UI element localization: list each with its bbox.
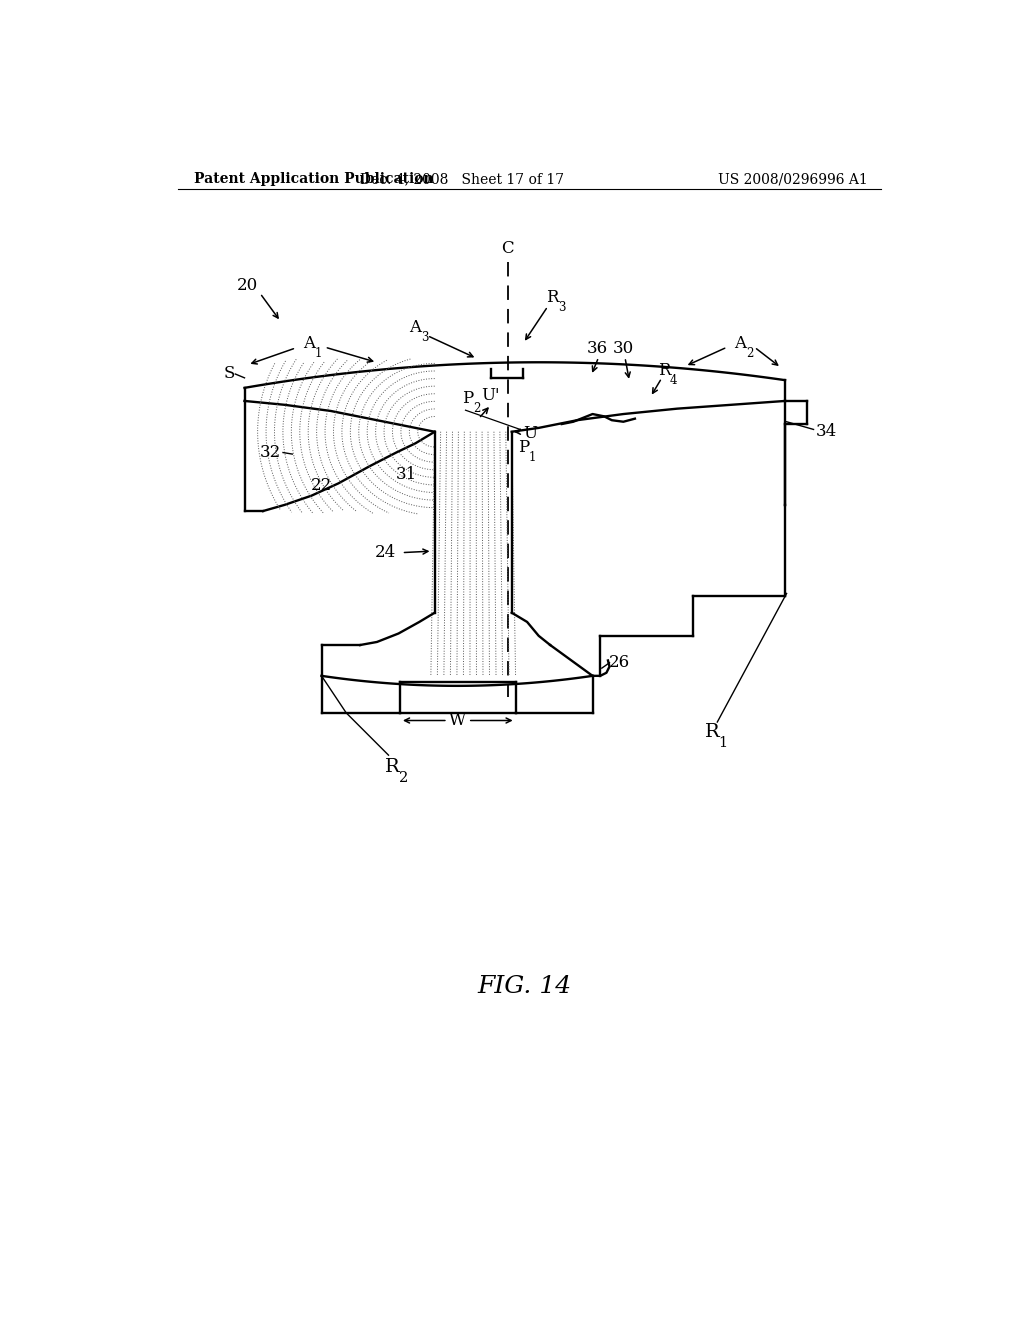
Text: US 2008/0296996 A1: US 2008/0296996 A1 bbox=[718, 172, 867, 186]
Text: 1: 1 bbox=[314, 347, 322, 360]
Text: R: R bbox=[658, 362, 671, 379]
Text: A: A bbox=[410, 319, 422, 337]
Text: W: W bbox=[450, 711, 466, 729]
Text: P: P bbox=[518, 440, 528, 457]
Text: FIG. 14: FIG. 14 bbox=[478, 974, 571, 998]
Text: U: U bbox=[523, 425, 538, 442]
Text: 3: 3 bbox=[421, 331, 428, 345]
Text: 31: 31 bbox=[395, 466, 417, 483]
Text: 36: 36 bbox=[587, 341, 607, 358]
Text: 30: 30 bbox=[612, 341, 634, 358]
Text: A: A bbox=[303, 335, 315, 351]
Text: S: S bbox=[223, 366, 234, 383]
Text: 26: 26 bbox=[609, 655, 630, 672]
Text: C: C bbox=[502, 240, 514, 257]
Text: 32: 32 bbox=[259, 444, 281, 461]
Text: 2: 2 bbox=[473, 403, 480, 416]
Text: 1: 1 bbox=[718, 737, 727, 750]
Text: 22: 22 bbox=[311, 477, 332, 494]
Text: 4: 4 bbox=[670, 374, 677, 387]
Text: 20: 20 bbox=[237, 277, 258, 294]
Text: R: R bbox=[385, 758, 399, 776]
Text: 34: 34 bbox=[816, 424, 837, 441]
Text: 24: 24 bbox=[375, 544, 396, 561]
Text: R: R bbox=[546, 289, 559, 305]
Text: 2: 2 bbox=[398, 771, 408, 785]
Text: A: A bbox=[734, 335, 746, 351]
Text: 1: 1 bbox=[528, 451, 536, 465]
Text: Dec. 4, 2008   Sheet 17 of 17: Dec. 4, 2008 Sheet 17 of 17 bbox=[359, 172, 564, 186]
Text: R: R bbox=[705, 723, 719, 741]
Text: 2: 2 bbox=[745, 347, 753, 360]
Text: U': U' bbox=[481, 387, 500, 404]
Text: 3: 3 bbox=[558, 301, 565, 314]
Text: Patent Application Publication: Patent Application Publication bbox=[194, 172, 433, 186]
Text: P: P bbox=[462, 391, 473, 407]
